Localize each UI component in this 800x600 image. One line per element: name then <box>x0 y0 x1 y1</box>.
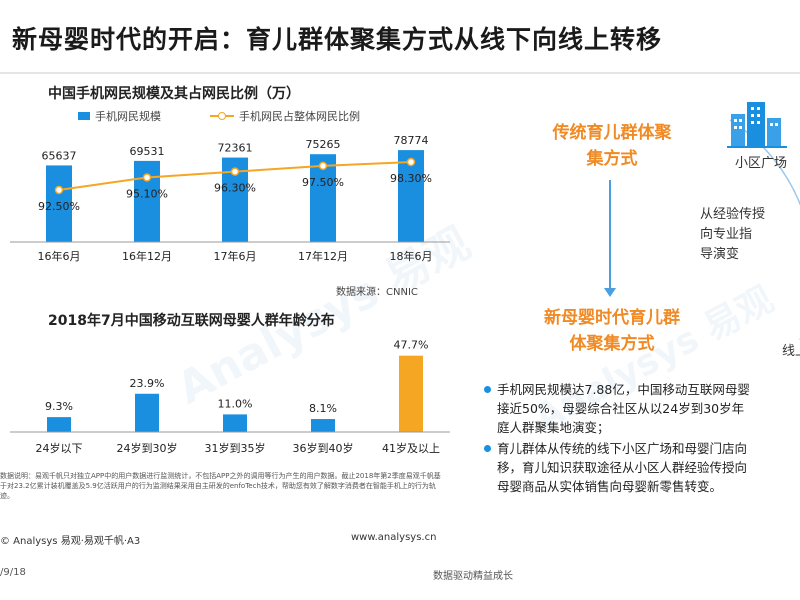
online-label: 线上 <box>782 344 800 359</box>
bar-value-label: 69531 <box>130 145 165 158</box>
bar-value-label: 47.7% <box>394 339 429 352</box>
line-value-label: 97.50% <box>302 176 344 189</box>
bar-value-label: 75265 <box>306 138 341 151</box>
bullet-dot-icon <box>484 445 491 452</box>
bullet-text-line: 庭人群聚集地演变； <box>497 420 610 435</box>
bullet-text-line: 手机网民规模达7.88亿，中国移动互联网母婴 <box>497 382 750 397</box>
x-tick-label: 24岁到30岁 <box>117 441 178 455</box>
chart2-plot: 9.3% 24岁以下 23.9% 24岁到30岁 11.0% 31岁到35岁 8.1% 36岁… <box>10 339 450 455</box>
x-tick-label: 16年12月 <box>122 249 172 263</box>
x-tick-label: 18年6月 <box>390 249 433 263</box>
line-point <box>142 173 152 182</box>
bar-value-label: 11.0% <box>218 397 253 410</box>
bullet-item: 手机网民规模达7.88亿，中国移动互联网母婴 接近50%，母婴综合社区从以24岁到… <box>483 380 800 437</box>
data-source: 数据来源：CNNIC <box>336 287 418 298</box>
line-value-label: 95.10% <box>126 187 168 200</box>
transfer-text-line: 向专业指 <box>700 227 753 242</box>
data-note: 数据说明：易观千帆只对独立APP中的用户数据进行监测统计，不包括APP之外的调用… <box>0 472 441 500</box>
legend-bar: 手机网民规模 <box>78 108 161 124</box>
x-tick-label: 36岁到40岁 <box>293 441 354 455</box>
bar-value-label: 9.3% <box>45 400 73 413</box>
line-point <box>54 185 64 195</box>
footer-date: /9/18 <box>0 567 26 578</box>
x-tick-label: 16年6月 <box>38 249 81 263</box>
bullet-text-line: 接近50%，母婴综合社区从以24岁到30岁年 <box>497 401 745 416</box>
x-tick-label: 41岁及以上 <box>382 441 440 455</box>
x-tick-label: 17年12月 <box>298 249 348 263</box>
bar-value-label: 72361 <box>218 142 253 155</box>
bar-value-label: 23.9% <box>130 377 165 390</box>
bar-value-label: 65637 <box>42 149 77 162</box>
page-title: 新母婴时代的开启：育儿群体聚集方式从线下向线上转移 <box>12 25 663 54</box>
bar <box>223 414 247 432</box>
line-point <box>318 161 328 171</box>
chart1-plot: 65637 16年6月 69531 16年12月 72361 17年6月 75265 17年1… <box>10 134 450 263</box>
bar-value-label: 78774 <box>394 134 429 147</box>
title-divider <box>0 72 800 74</box>
bullet-text-line: 母婴商品从实体销售向母婴新零售转变。 <box>497 479 723 494</box>
transfer-text: 从经验传授向专业指导演变 <box>700 205 765 265</box>
line-value-label: 98.30% <box>390 172 432 185</box>
legend-bar-label: 手机网民规模 <box>95 110 161 123</box>
bullet-dot-icon <box>484 386 491 393</box>
arrow-down-icon <box>604 288 616 297</box>
title-bar: 新母婴时代的开启：育儿群体聚集方式从线下向线上转移 <box>0 0 800 70</box>
arrow-line <box>609 180 611 292</box>
legend-line: 手机网民占整体网民比例 <box>210 108 360 124</box>
footer-url: www.analysys.cn <box>351 532 437 543</box>
bar <box>46 165 72 242</box>
legend-line-label: 手机网民占整体网民比例 <box>239 110 360 123</box>
transfer-text-line: 从经验传授 <box>700 207 766 222</box>
bullet-text-line: 育儿群体从传统的线下小区广场和母婴门店向 <box>497 441 748 456</box>
traditional-label: 传统育儿群体聚集方式 <box>552 123 672 169</box>
plaza-label: 小区广场 <box>735 156 788 171</box>
x-tick-label: 31岁到35岁 <box>205 441 266 455</box>
x-tick-label: 17年6月 <box>214 249 257 263</box>
transfer-text-line: 导演变 <box>700 247 740 262</box>
bar <box>311 419 335 432</box>
line-point <box>406 157 416 167</box>
bullet-text-line: 移，育儿知识获取途径从小区人群经验传授向 <box>497 460 748 475</box>
footer-slogan: 数据驱动精益成长 <box>433 571 513 582</box>
transfer-text-line: 从经验传授向专业指导演变 <box>700 205 765 265</box>
line-value-label: 92.50% <box>38 200 80 213</box>
chart1-title: 中国手机网民规模及其占网民比例（万） <box>48 86 300 102</box>
bullet-list: 手机网民规模达7.88亿，中国移动互联网母婴 接近50%，母婴综合社区从以24岁到… <box>483 380 800 498</box>
x-tick-label: 24岁以下 <box>36 441 83 455</box>
bar <box>135 393 159 432</box>
line-point <box>230 167 240 176</box>
line-value-label: 96.30% <box>214 182 256 195</box>
bar <box>399 355 423 432</box>
bar <box>47 417 71 432</box>
building-icon <box>727 102 787 148</box>
new-era-label: 新母婴时代育儿群体聚集方式 <box>544 308 680 354</box>
legend-line-swatch <box>210 111 234 121</box>
bar-value-label: 8.1% <box>309 402 337 415</box>
bullet-item: 育儿群体从传统的线下小区广场和母婴门店向 移，育儿知识获取途径从小区人群经验传授向… <box>483 439 800 496</box>
footer-brand: © Analysys 易观·易观千帆·A3 <box>0 536 141 547</box>
legend-bar-swatch <box>78 112 90 120</box>
chart2-title: 2018年7月中国移动互联网母婴人群年龄分布 <box>48 313 335 329</box>
bar <box>134 160 160 242</box>
